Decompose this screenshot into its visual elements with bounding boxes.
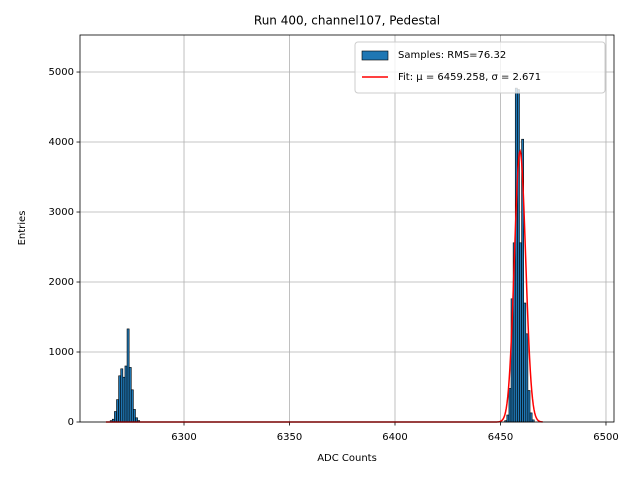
histogram-bar [118,375,122,423]
histogram-bar [523,302,527,423]
histogram-bar [116,399,119,423]
histogram-bar [517,89,520,423]
y-tick-label: 1000 [49,347,74,358]
histogram-bar [128,367,132,423]
y-tick-label: 0 [68,417,74,428]
legend-box [354,41,606,94]
x-tick-label: 6500 [593,432,618,443]
histogram-bar [126,328,130,423]
legend: Samples: RMS=76.32 Fit: μ = 6459.258, σ =… [354,41,606,94]
histogram-bar [527,390,531,423]
histogram-bar [122,376,126,423]
legend-swatch [361,50,389,61]
x-tick-label: 6350 [277,432,302,443]
histogram-bar [114,411,117,423]
histogram-bar [529,412,533,423]
legend-label: Fit: μ = 6459.258, σ = 2.671 [398,72,541,83]
plot-frame [79,34,615,423]
histogram-bar [133,409,136,423]
y-axis-label: Entries [17,211,28,246]
legend-label: Samples: RMS=76.32 [398,50,506,61]
y-tick-label: 3000 [49,207,74,218]
histogram-bar [130,389,134,423]
y-tick-label: 5000 [49,67,74,78]
x-axis-label: ADC Counts [317,453,377,464]
histogram-bar [525,333,529,423]
histogram-bar [508,388,512,423]
histogram-bar [506,414,510,423]
x-tick-label: 6450 [488,432,513,443]
x-tick-label: 6400 [382,432,407,443]
histogram-bar [514,87,518,423]
y-tick-label: 4000 [49,137,74,148]
histogram-bar [120,368,124,423]
y-tick-label: 2000 [49,277,74,288]
histogram-bar [519,242,522,423]
x-tick-label: 6300 [171,432,196,443]
histogram-bar [124,365,128,423]
chart-title: Run 400, channel107, Pedestal [254,14,440,28]
